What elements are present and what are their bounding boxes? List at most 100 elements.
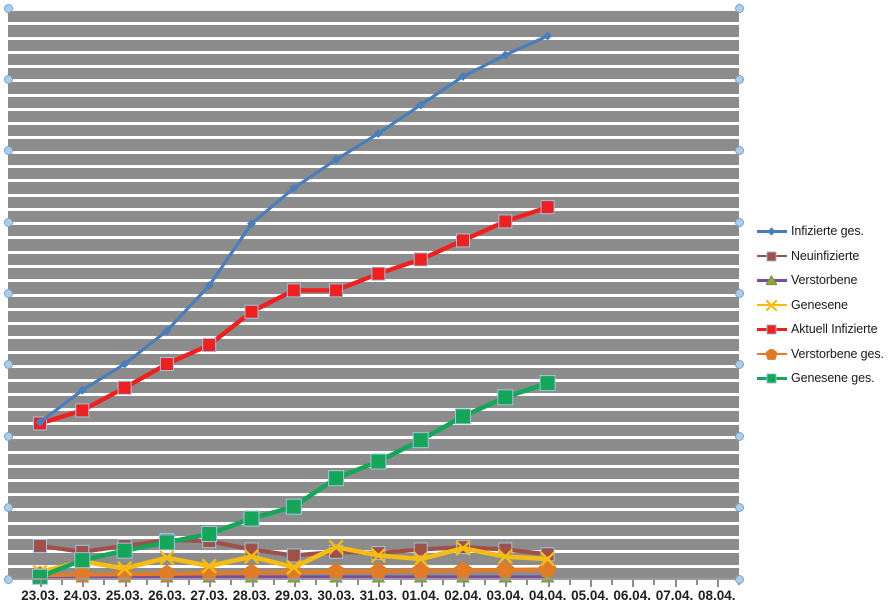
data-point-square[interactable] [244,304,259,319]
selection-handle-right[interactable] [735,3,744,13]
data-point-square[interactable] [117,380,132,395]
data-point-diamond[interactable] [543,31,553,41]
data-point-square[interactable] [540,200,555,215]
data-point-square[interactable] [285,498,302,515]
series-verstorbene-ges[interactable] [31,560,557,583]
data-point-square[interactable] [286,548,301,563]
data-point-cross[interactable] [413,551,429,567]
selection-handle-left[interactable] [4,360,13,370]
data-point-cross[interactable] [201,558,217,574]
data-point-cross[interactable] [286,559,302,575]
legend-item-aktuell-infizierte[interactable]: Aktuell Infizierte [757,317,890,342]
data-point-square[interactable] [455,408,471,425]
selection-handle-left[interactable] [4,217,13,227]
selection-handle-left[interactable] [4,3,13,13]
data-point-square[interactable] [286,283,301,298]
data-point-square[interactable] [244,542,259,557]
data-point-cross[interactable] [370,547,387,564]
data-point-diamond[interactable] [458,71,468,81]
x-axis-line[interactable] [8,578,739,580]
data-point-cross[interactable] [497,548,513,565]
data-point-square[interactable] [201,526,218,543]
data-point-diamond[interactable] [500,50,510,60]
data-point-square[interactable] [328,470,345,487]
data-point-square[interactable] [33,538,47,553]
data-point-square[interactable] [116,542,133,559]
legend-item-genesene[interactable]: Genesene [757,293,890,318]
data-point-pentagon[interactable] [369,561,388,579]
data-point-diamond[interactable] [416,100,426,110]
data-point-pentagon[interactable] [411,561,430,579]
data-point-diamond[interactable] [35,417,45,427]
data-point-diamond[interactable] [331,155,341,165]
legend-item-verstorbene-ges[interactable]: Verstorbene ges. [757,342,890,367]
data-point-pentagon[interactable] [454,561,472,578]
legend-item-neuinfizierte[interactable]: Neuinfizierte [757,244,890,269]
data-point-square[interactable] [413,252,428,267]
data-point-square[interactable] [456,233,470,248]
series-neuinfizierte[interactable] [33,532,555,563]
data-point-pentagon[interactable] [538,560,557,578]
selection-handle-left[interactable] [4,431,13,441]
series-genesene-ges[interactable] [32,375,556,585]
series-aktuell-infizierte[interactable] [33,200,555,431]
legend-item-genesene-ges[interactable]: Genesene ges. [757,366,890,391]
data-point-cross[interactable] [328,539,344,555]
data-point-square[interactable] [329,283,344,298]
data-point-square[interactable] [413,542,428,557]
selection-handle-right[interactable] [735,503,744,513]
plot-area[interactable] [8,8,739,585]
data-point-square[interactable] [74,552,91,569]
data-point-cross[interactable] [243,548,260,565]
data-point-square[interactable] [766,324,777,335]
chart-legend[interactable]: Infizierte ges. Neuinfizierte Verstorbene G… [757,219,890,391]
data-point-cross[interactable] [539,551,556,567]
selection-handle-left[interactable] [4,574,13,584]
selection-handle-left[interactable] [4,146,13,156]
data-point-diamond[interactable] [767,227,776,236]
data-point-square[interactable] [412,432,429,449]
data-point-triangle[interactable] [766,275,777,286]
legend-item-infizierte-ges[interactable]: Infizierte ges. [757,219,890,244]
data-point-square[interactable] [370,453,387,470]
selection-handle-right[interactable] [735,574,744,584]
data-point-diamond[interactable] [247,219,256,229]
data-point-pentagon[interactable] [766,348,777,360]
data-point-pentagon[interactable] [242,563,261,581]
selection-handle-right[interactable] [735,146,744,156]
selection-handle-right[interactable] [735,360,744,370]
data-point-cross[interactable] [766,299,777,311]
data-point-square[interactable] [766,251,777,262]
selection-handle-right[interactable] [735,289,744,298]
data-point-square[interactable] [202,338,217,353]
selection-handle-left[interactable] [4,503,13,513]
data-point-pentagon[interactable] [200,563,219,581]
data-point-cross[interactable] [455,540,471,556]
data-point-square[interactable] [498,214,513,229]
x-axis-labels[interactable]: 23.03. 24.03. 25.03. 26.03. 27.03. 28.03. 29.0… [0,588,760,610]
data-point-square[interactable] [539,375,556,392]
data-point-square[interactable] [371,266,386,281]
selection-handle-right[interactable] [735,217,744,227]
data-point-diamond[interactable] [162,326,172,336]
data-point-diamond[interactable] [204,281,214,291]
series-infizierte-ges[interactable] [35,31,553,427]
data-point-cross[interactable] [159,550,175,566]
selection-handle-left[interactable] [4,74,13,84]
selection-handle-right[interactable] [735,74,744,84]
data-point-diamond[interactable] [77,385,87,395]
data-point-diamond[interactable] [289,183,299,193]
data-point-square[interactable] [158,534,175,551]
legend-item-verstorbene[interactable]: Verstorbene [757,268,890,293]
data-point-square[interactable] [243,510,260,527]
data-point-pentagon[interactable] [327,562,345,580]
data-point-diamond[interactable] [120,359,130,369]
selection-handle-left[interactable] [4,289,13,298]
data-point-square[interactable] [159,357,174,372]
data-point-pentagon[interactable] [158,564,176,582]
data-point-pentagon[interactable] [496,560,515,578]
selection-handle-right[interactable] [735,431,744,441]
data-point-square[interactable] [497,389,514,406]
data-point-square[interactable] [766,373,777,384]
